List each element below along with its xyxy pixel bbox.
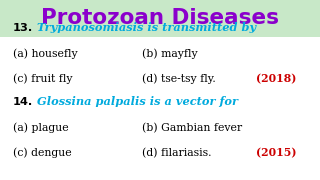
Text: (d) filariasis.: (d) filariasis. (142, 148, 212, 158)
Text: (d) tse-tsy fly.: (d) tse-tsy fly. (142, 73, 216, 84)
Text: Trypanosomiasis is transmitted by: Trypanosomiasis is transmitted by (37, 22, 256, 33)
Text: (a) housefly: (a) housefly (13, 49, 77, 59)
Text: 13.: 13. (13, 23, 33, 33)
Text: (b) Gambian fever: (b) Gambian fever (142, 123, 243, 133)
Text: (2018): (2018) (256, 73, 296, 84)
Text: Glossina palpalis is a vector for: Glossina palpalis is a vector for (37, 96, 238, 107)
Text: 14.: 14. (13, 97, 33, 107)
Text: (b) mayfly: (b) mayfly (142, 49, 198, 59)
Text: (a) plague: (a) plague (13, 123, 68, 133)
Text: Protozoan Diseases: Protozoan Diseases (41, 8, 279, 28)
FancyBboxPatch shape (0, 0, 320, 37)
Text: (2015): (2015) (256, 147, 297, 159)
Text: (c) fruit fly: (c) fruit fly (13, 73, 72, 84)
Text: (c) dengue: (c) dengue (13, 148, 71, 158)
